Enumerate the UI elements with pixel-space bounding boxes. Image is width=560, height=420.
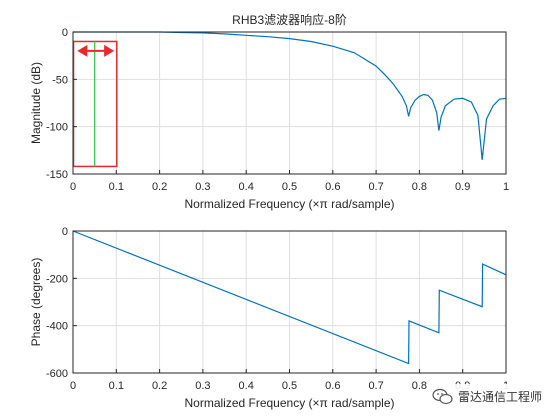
- phase-x-axis-label: Normalized Frequency (×π rad/sample): [184, 396, 394, 410]
- watermark: 雷达通信工程师: [428, 384, 558, 408]
- double-arrow-left-head: [77, 44, 88, 57]
- phase-series: [72, 230, 507, 365]
- phase-grid: [72, 230, 507, 374]
- phase-plot: 00.10.20.30.40.50.60.70.80.91 0-200-400-…: [29, 226, 509, 410]
- magnitude-plot: RHB3滤波器响应-8阶 0 0.1 0.2 0.3 0.4 0.5 0.6 0.7 0.8 0.…: [29, 12, 509, 211]
- x-tick-label: 0.8: [412, 181, 427, 193]
- x-tick-label: 0.3: [195, 380, 210, 392]
- magnitude-x-ticks: 0 0.1 0.2 0.3 0.4 0.5 0.6 0.7 0.8 0.9 1: [70, 170, 509, 193]
- magnitude-x-axis-label: Normalized Frequency (×π rad/sample): [184, 197, 394, 211]
- y-tick-label: -600: [46, 368, 68, 380]
- y-tick-label: -100: [46, 122, 68, 134]
- x-tick-label: 0.4: [239, 380, 254, 392]
- x-tick-label: 0: [70, 181, 76, 193]
- x-tick-label: 0.2: [152, 380, 167, 392]
- x-tick-label: 0.3: [195, 181, 210, 193]
- wechat-icon: [432, 388, 453, 405]
- x-tick-label: 0.7: [368, 380, 383, 392]
- x-tick-label: 0.9: [455, 181, 470, 193]
- phase-y-axis-label: Phase (degrees): [29, 258, 43, 347]
- x-tick-label: 0.1: [109, 181, 124, 193]
- magnitude-y-axis-label: Magnitude (dB): [29, 62, 43, 144]
- phase-y-ticks: 0 -200 -400 -600: [46, 226, 77, 380]
- magnitude-y-ticks: 0 -50 -100 -150: [46, 27, 77, 181]
- magnitude-grid: [72, 31, 507, 175]
- double-arrow-right-head: [104, 44, 115, 57]
- magnitude-plot-title: RHB3滤波器响应-8阶: [232, 12, 347, 27]
- x-tick-label: 0.6: [325, 181, 340, 193]
- x-tick-label: 0.2: [152, 181, 167, 193]
- magnitude-series: [73, 31, 507, 160]
- y-tick-label: 0: [62, 226, 68, 238]
- series-line-0: [72, 230, 507, 365]
- x-tick-label: 0.5: [282, 181, 297, 193]
- series-line-0: [73, 31, 507, 160]
- x-tick-label: 0.5: [282, 380, 297, 392]
- y-tick-label: 0: [62, 27, 68, 39]
- x-tick-label: 0.1: [109, 380, 124, 392]
- x-tick-label: 0.6: [325, 380, 340, 392]
- y-tick-label: -200: [46, 273, 68, 285]
- watermark-text: 雷达通信工程师: [458, 389, 542, 404]
- y-tick-label: -50: [52, 74, 68, 86]
- y-tick-label: -400: [46, 321, 68, 333]
- x-tick-label: 0: [70, 380, 76, 392]
- magnitude-annotations: [72, 40, 118, 168]
- x-tick-label: 1: [503, 181, 509, 193]
- x-tick-label: 0.7: [368, 181, 383, 193]
- x-tick-label: 0.4: [239, 181, 254, 193]
- y-tick-label: -150: [46, 169, 68, 181]
- x-tick-label: 0.8: [412, 380, 427, 392]
